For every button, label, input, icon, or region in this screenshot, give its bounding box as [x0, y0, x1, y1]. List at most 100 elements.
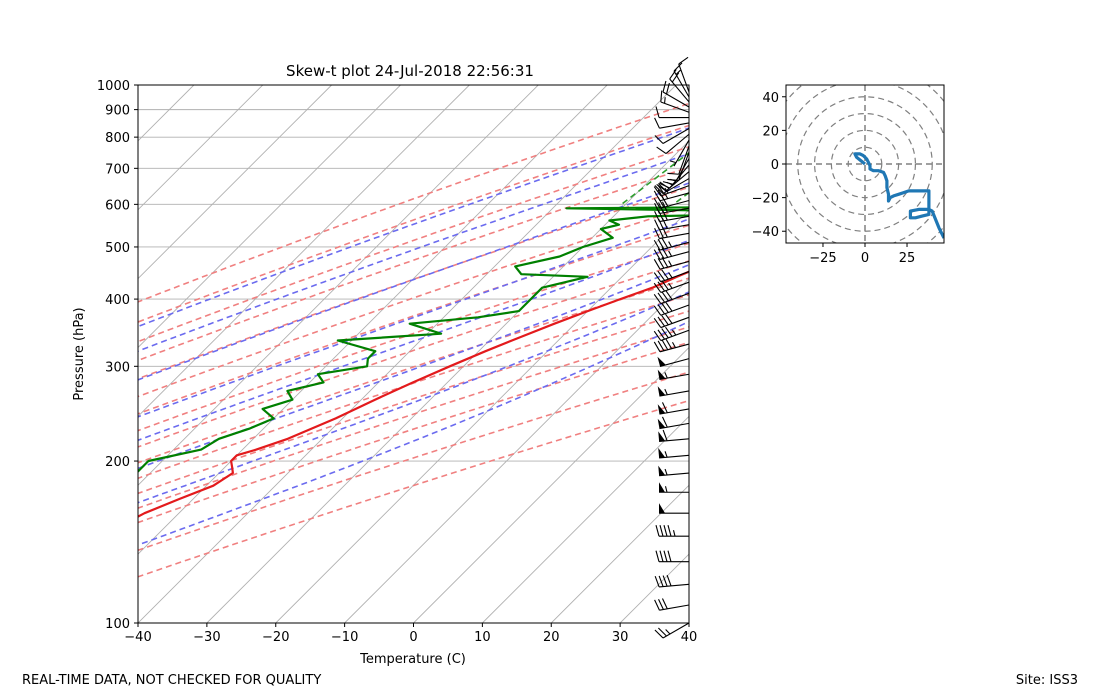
- isotherm-line: [275, 209, 689, 623]
- hodograph-ticks: −25 0 25 40 20 0 −20 −40: [752, 91, 916, 266]
- y-tick-label: 900: [105, 104, 130, 119]
- dry-adiabat: [138, 326, 689, 509]
- dry-adiabat: [138, 260, 689, 448]
- wind-barb: [654, 128, 690, 145]
- y-tick-label: 100: [105, 617, 130, 632]
- hodograph-ring: [813, 112, 917, 216]
- temperature-trace: [138, 270, 689, 518]
- isotherm-line: [688, 622, 689, 623]
- hodograph-x-tick-label: 25: [899, 251, 916, 266]
- moist-adiabat: [138, 291, 689, 504]
- hodograph-y-tick-label: 20: [762, 124, 779, 139]
- mixing-ratio-line: [875, 85, 1047, 204]
- wind-barb: [657, 356, 690, 367]
- hodograph-x-tick-label: −25: [809, 251, 836, 266]
- y-tick-label: 200: [105, 455, 130, 470]
- dry-adiabat: [138, 399, 689, 578]
- wind-barb: [655, 550, 689, 563]
- y-tick-label: 800: [105, 131, 130, 146]
- mixing-ratio-line: [789, 85, 956, 204]
- isotherm-line: [138, 85, 470, 418]
- moist-adiabat: [138, 152, 689, 352]
- wind-barb: [657, 369, 690, 380]
- x-tick-label: −30: [193, 630, 220, 645]
- y-tick-label: 600: [105, 198, 130, 213]
- dry-adiabat: [138, 224, 689, 415]
- wind-barb: [654, 226, 690, 240]
- wind-barb: [657, 402, 690, 415]
- moist-adiabat: [138, 127, 689, 328]
- x-tick-label: −40: [124, 630, 151, 645]
- dry-adiabat: [138, 277, 689, 464]
- skewt-frame: [137, 84, 690, 624]
- moist-adiabat: [138, 239, 689, 442]
- dry-adiabat: [138, 242, 689, 432]
- mixing-ratio-line: [841, 85, 1011, 204]
- isotherm-line: [619, 553, 689, 623]
- y-tick-label: 1000: [97, 79, 130, 94]
- isotherm-line: [550, 484, 689, 623]
- wind-barb: [658, 447, 690, 459]
- wind-barb: [655, 525, 689, 537]
- wind-barb: [656, 133, 690, 154]
- hodograph-y-tick-label: 40: [762, 91, 779, 106]
- wind-barb: [653, 269, 690, 283]
- moist-adiabat: [138, 320, 689, 546]
- mixing-ratio-line: [965, 85, 1100, 204]
- mixing-ratio-line: [620, 151, 689, 206]
- hodograph-y-tick-label: −40: [752, 225, 779, 240]
- isotherm-line: [138, 85, 195, 142]
- dry-adiabat: [138, 371, 689, 552]
- skewt-traces: [138, 206, 689, 518]
- wind-barbs: [653, 56, 690, 639]
- wind-barb: [653, 301, 690, 316]
- wind-barb: [678, 56, 690, 93]
- wind-barb: [654, 575, 690, 588]
- quality-disclaimer: REAL-TIME DATA, NOT CHECKED FOR QUALITY: [22, 673, 322, 688]
- isotherm-line: [758, 85, 1100, 623]
- wind-barb: [658, 465, 690, 477]
- wind-barb: [654, 598, 690, 611]
- isotherm-line: [138, 85, 332, 280]
- y-tick-label: 700: [105, 162, 130, 177]
- wind-barb: [655, 106, 689, 119]
- hodograph-panel: −25 0 25 40 20 0 −20 −40: [752, 84, 945, 266]
- y-tick-label: 300: [105, 360, 130, 375]
- skewt-background-lines: [0, 85, 1100, 623]
- isotherm-line: [413, 346, 689, 623]
- hodograph-trace-line: [853, 152, 944, 239]
- wind-barb: [654, 217, 690, 231]
- x-tick-label: −10: [331, 630, 358, 645]
- x-tick-label: 30: [612, 630, 629, 645]
- x-tick-label: 10: [474, 630, 491, 645]
- x-tick-label: 0: [409, 630, 417, 645]
- mixing-ratio-line: [729, 85, 892, 204]
- chart-title: Skew-t plot 24-Jul-2018 22:56:31: [286, 62, 534, 80]
- wind-barb: [669, 69, 690, 103]
- dry-adiabat: [138, 102, 689, 303]
- wind-barb: [657, 386, 690, 397]
- skewt-panel: −40 −30 −20 −10 0 10 20 30 40 1000 900 800 700 600 500…: [0, 62, 1100, 667]
- y-tick-label: 500: [105, 241, 130, 256]
- wind-barb: [662, 80, 690, 108]
- wind-barb: [653, 280, 690, 293]
- isotherm-line: [138, 85, 677, 623]
- wind-barb: [653, 247, 690, 260]
- wind-barb: [667, 145, 690, 175]
- x-tick-label: −20: [262, 630, 289, 645]
- dewpoint-trace: [138, 206, 689, 473]
- isotherm-line: [138, 85, 608, 555]
- dry-adiabat: [138, 145, 689, 343]
- wind-barb: [669, 139, 690, 167]
- isotherm-line: [206, 140, 689, 623]
- isotherm-line: [138, 85, 264, 211]
- mixing-ratio-line: [922, 85, 1097, 204]
- wind-barb: [653, 326, 690, 342]
- dry-adiabat: [138, 293, 689, 480]
- isotherm-line: [138, 85, 539, 486]
- isotherm-line: [0, 85, 56, 623]
- wind-barb: [654, 117, 690, 129]
- isotherm-line: [344, 277, 689, 623]
- x-axis-label: Temperature (C): [359, 652, 466, 667]
